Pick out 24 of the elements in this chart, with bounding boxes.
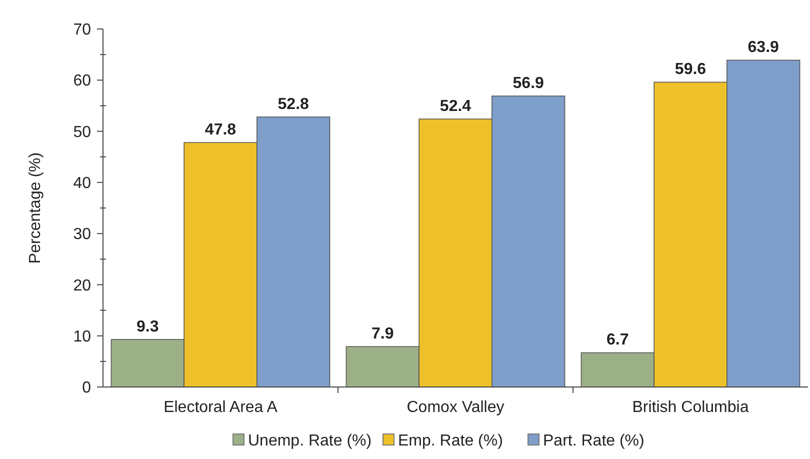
data-label: 7.9 — [372, 326, 394, 343]
y-tick-label: 70 — [73, 22, 92, 39]
data-label: 52.8 — [278, 96, 310, 113]
x-tick-label: British Columbia — [632, 399, 749, 416]
x-tick-label: Comox Valley — [406, 399, 504, 416]
y-tick-label: 60 — [73, 72, 92, 90]
data-label: 6.7 — [606, 332, 629, 349]
data-label: 9.3 — [136, 318, 159, 336]
data-label: 47.8 — [204, 122, 236, 139]
legend-label: Emp. Rate (%) — [398, 432, 503, 450]
y-tick-label: 50 — [73, 124, 92, 141]
data-label: 52.4 — [440, 98, 472, 116]
y-tick-label: 40 — [73, 175, 92, 192]
x-tick-label: Electoral Area A — [164, 399, 278, 416]
y-tick-label: 10 — [73, 328, 92, 346]
y-tick-label: 20 — [73, 277, 92, 294]
data-label: 56.9 — [512, 74, 544, 92]
legend-label: Unemp. Rate (%) — [248, 432, 372, 450]
data-label: 63.9 — [748, 39, 780, 56]
legend-label: Part. Rate (%) — [543, 432, 644, 450]
y-tick-label: 0 — [82, 380, 92, 397]
y-axis-title: Percentage (%) — [27, 152, 44, 264]
y-tick-label: 30 — [73, 226, 92, 244]
data-label: 59.6 — [674, 61, 706, 78]
